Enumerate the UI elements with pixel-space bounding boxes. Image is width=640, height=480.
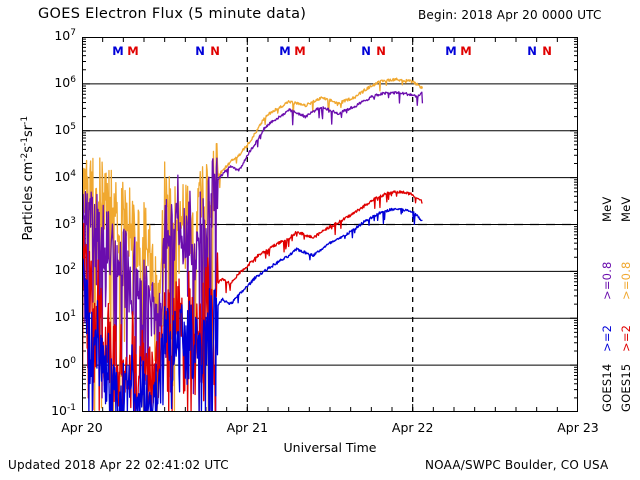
y-tick-label: 106	[54, 74, 76, 91]
legend-goes14-part-0: GOES14	[600, 363, 614, 412]
series-line	[82, 77, 424, 412]
plot-frame	[82, 37, 578, 412]
event-marker-m: M	[460, 44, 472, 58]
flux-chart	[82, 37, 578, 412]
y-axis-label-s: s	[21, 145, 37, 153]
updated-timestamp: Updated 2018 Apr 22 02:41:02 UTC	[8, 458, 229, 472]
y-tick-label: 101	[54, 309, 76, 325]
event-marker-n: N	[376, 44, 386, 58]
y-tick-label: 100	[54, 356, 76, 372]
y-tick-label: 102	[54, 262, 76, 278]
page-title: GOES Electron Flux (5 minute data)	[38, 6, 307, 22]
y-tick-label: 103	[54, 215, 76, 231]
series-line	[82, 207, 423, 412]
event-marker-m: M	[279, 44, 291, 58]
event-marker-n: N	[361, 44, 371, 58]
event-marker-m: M	[127, 44, 139, 58]
event-marker-n: N	[210, 44, 220, 58]
legend-goes15-part-3: MeV	[619, 196, 633, 222]
plot-area	[82, 37, 578, 412]
legend-goes14-part-3: MeV	[600, 196, 614, 222]
event-marker-m: M	[445, 44, 457, 58]
event-marker-n: N	[542, 44, 552, 58]
begin-time-label: Begin: 2018 Apr 20 0000 UTC	[418, 8, 602, 22]
event-marker-n: N	[195, 44, 205, 58]
legend-goes15-part-1: >=2	[619, 324, 633, 352]
x-axis-label: Universal Time	[283, 440, 377, 455]
y-axis-exp-1: -2	[19, 152, 30, 162]
y-tick-label: 107	[54, 28, 76, 44]
y-tick-label: 105	[54, 121, 76, 137]
x-tick-label: Apr 23	[557, 420, 599, 435]
series-line	[82, 190, 423, 412]
x-tick-label: Apr 22	[391, 420, 434, 435]
event-marker-n: N	[527, 44, 537, 58]
event-marker-m: M	[294, 44, 306, 58]
y-tick-label: 10-1	[51, 403, 76, 419]
legend-goes15-part-2: >=0.8	[619, 261, 633, 300]
legend-goes14-part-1: >=2	[600, 324, 614, 352]
credit-label: NOAA/SWPC Boulder, CO USA	[425, 458, 609, 472]
y-tick-label: 104	[54, 168, 76, 184]
legend-goes15-part-0: GOES15	[619, 363, 633, 412]
legend-goes14-part-2: >=0.8	[600, 261, 614, 300]
x-tick-label: Apr 20	[61, 420, 103, 435]
event-marker-m: M	[112, 44, 124, 58]
series-line	[82, 91, 424, 412]
y-axis-exp-2: -1	[19, 136, 30, 146]
x-tick-label: Apr 21	[226, 420, 269, 435]
